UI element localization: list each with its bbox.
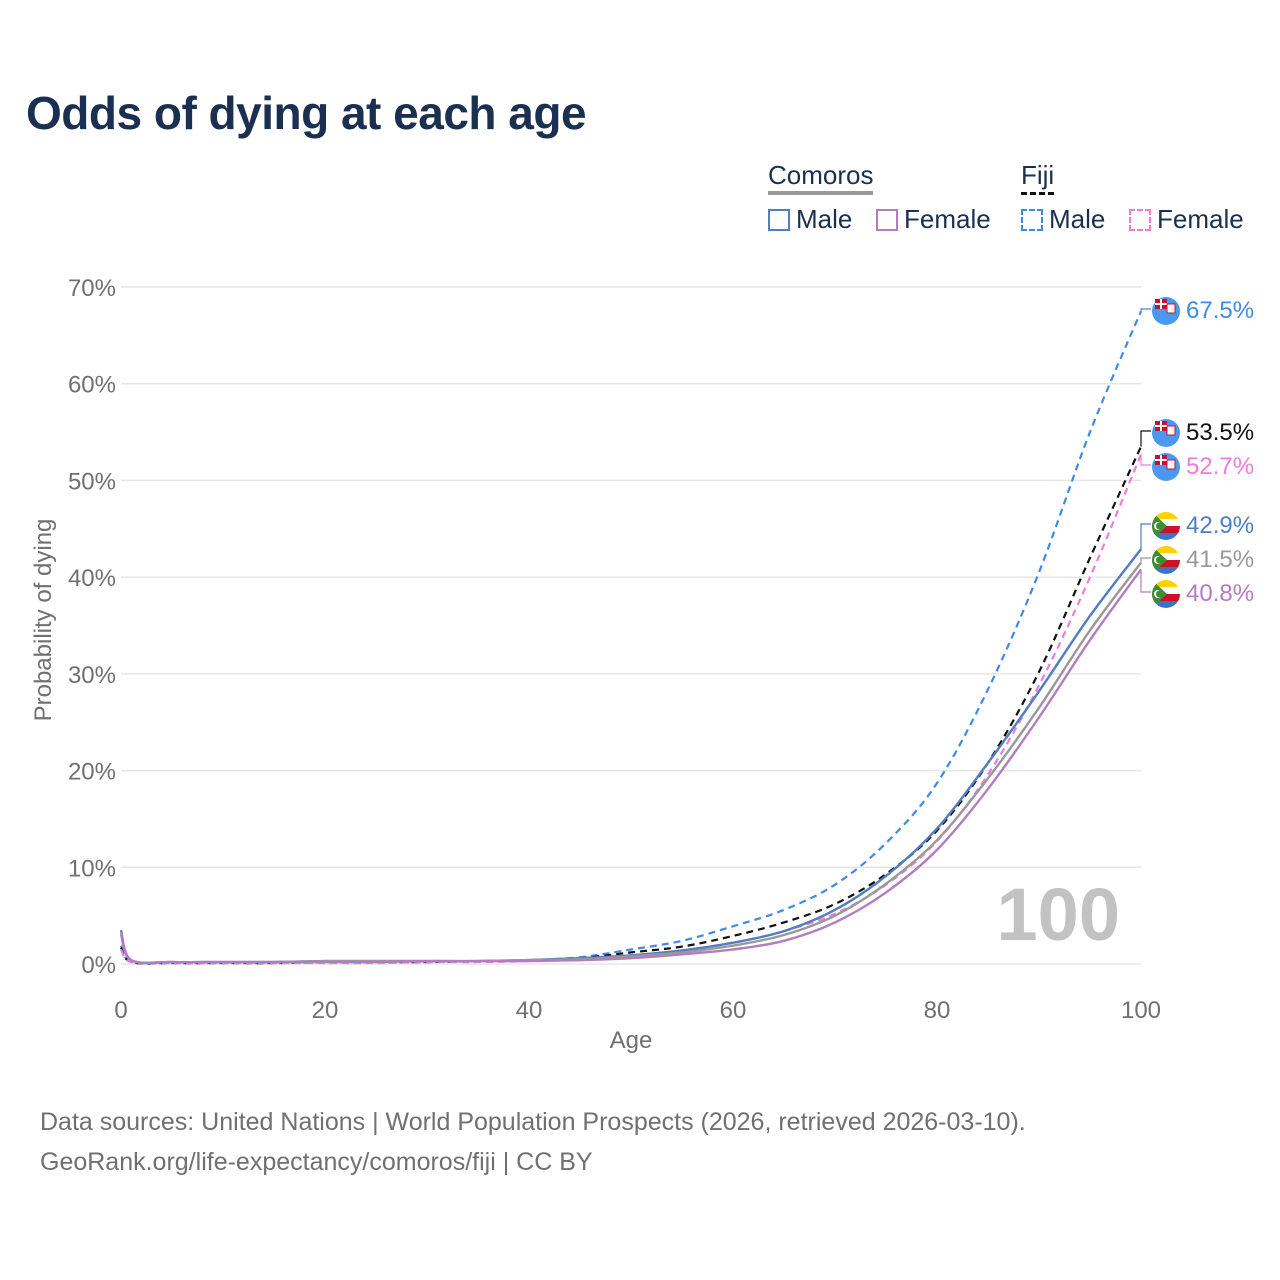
legend-swatch-comoros-female (876, 208, 898, 231)
y-tick-label: 50% (68, 468, 116, 495)
source-line-1: Data sources: United Nations | World Pop… (40, 1108, 1026, 1136)
source-line-2: GeoRank.org/life-expectancy/comoros/fiji… (40, 1148, 593, 1176)
end-label-connector (1140, 308, 1151, 312)
end-label-comoros-total: 41.5% (1186, 546, 1254, 573)
chart-watermark: 100 (997, 873, 1120, 956)
legend-label-comoros-male: Male (796, 204, 853, 234)
end-label-connector (1140, 454, 1151, 466)
y-tick-label: 0% (81, 952, 116, 979)
y-tick-label: 40% (68, 565, 116, 592)
x-axis-label: Age (610, 1027, 653, 1054)
y-axis-label: Probability of dying (30, 519, 57, 722)
legend-label-comoros-female: Female (904, 204, 991, 234)
y-tick-label: 10% (68, 855, 116, 882)
fiji-flag-icon (1152, 419, 1180, 447)
end-label-connector (1140, 557, 1151, 563)
y-tick-label: 60% (68, 372, 116, 399)
comoros-flag-icon (1152, 512, 1180, 540)
end-label-connector (1140, 523, 1151, 550)
legend-item-comoros-female[interactable]: Female (876, 204, 991, 235)
legend-label-fiji-male: Male (1049, 204, 1106, 234)
x-tick-label: 100 (1121, 997, 1161, 1024)
x-tick-label: 20 (312, 997, 339, 1024)
fiji-flag-icon (1152, 453, 1180, 481)
end-label-connector (1140, 430, 1151, 447)
end-label-connector (1140, 569, 1151, 593)
x-tick-label: 60 (720, 997, 747, 1024)
end-label-fiji-total: 53.5% (1186, 419, 1254, 446)
comoros-flag-icon (1152, 546, 1180, 574)
legend-item-fiji-female[interactable]: Female (1129, 204, 1244, 235)
legend-item-fiji-male[interactable]: Male (1021, 204, 1105, 235)
fiji-flag-icon (1152, 297, 1180, 325)
series-line-comoros-female (119, 568, 1142, 964)
comoros-flag-icon (1152, 580, 1180, 608)
x-tick-label: 40 (516, 997, 543, 1024)
legend-group-comoros[interactable]: Comoros (768, 160, 874, 195)
x-tick-label: 80 (924, 997, 951, 1024)
y-tick-label: 30% (68, 662, 116, 689)
end-label-comoros-male: 42.9% (1186, 512, 1254, 539)
end-label-fiji-male: 67.5% (1186, 297, 1254, 324)
chart-title: Odds of dying at each age (26, 87, 587, 139)
legend-label-fiji-female: Female (1157, 204, 1244, 234)
series-line-fiji-male (119, 310, 1143, 965)
legend-swatch-fiji-female (1129, 208, 1151, 231)
series-line-comoros-total (119, 561, 1142, 965)
legend-swatch-comoros-male (768, 208, 790, 231)
end-label-comoros-female: 40.8% (1186, 580, 1254, 607)
y-tick-label: 70% (68, 275, 116, 302)
y-tick-label: 20% (68, 759, 116, 786)
series-line-fiji-total (120, 446, 1142, 965)
legend-group-comoros-line (768, 191, 874, 195)
legend-group-fiji-line (1021, 192, 1055, 195)
legend-swatch-fiji-male (1021, 208, 1043, 231)
legend-group-fiji-label: Fiji (1021, 160, 1055, 190)
end-label-fiji-female: 52.7% (1186, 453, 1254, 480)
legend-group-fiji[interactable]: Fiji (1021, 160, 1055, 195)
series-line-comoros-male (119, 548, 1142, 965)
x-tick-label: 0 (114, 997, 127, 1024)
legend-group-comoros-label: Comoros (768, 160, 874, 190)
legend-item-comoros-male[interactable]: Male (768, 204, 852, 235)
series-line-fiji-female (120, 453, 1143, 965)
